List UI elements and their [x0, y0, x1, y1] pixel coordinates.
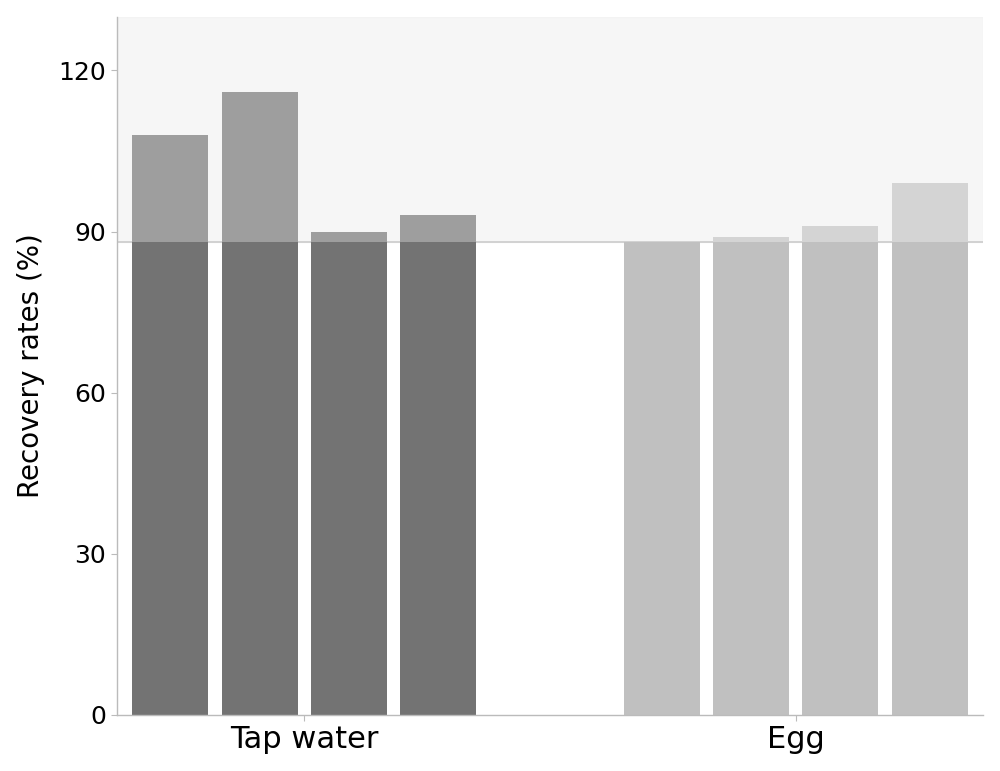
Bar: [311, 242, 387, 715]
Bar: [802, 226, 878, 242]
Bar: [713, 242, 789, 715]
Bar: [311, 231, 387, 242]
Bar: [117, 17, 983, 242]
Bar: [222, 92, 298, 242]
Bar: [892, 242, 968, 715]
Bar: [713, 237, 789, 242]
Bar: [624, 242, 700, 715]
Bar: [802, 242, 878, 715]
Y-axis label: Recovery rates (%): Recovery rates (%): [17, 234, 45, 498]
Bar: [222, 242, 298, 715]
Bar: [132, 135, 208, 242]
Bar: [400, 215, 476, 242]
Bar: [400, 242, 476, 715]
Bar: [132, 242, 208, 715]
Bar: [892, 183, 968, 242]
